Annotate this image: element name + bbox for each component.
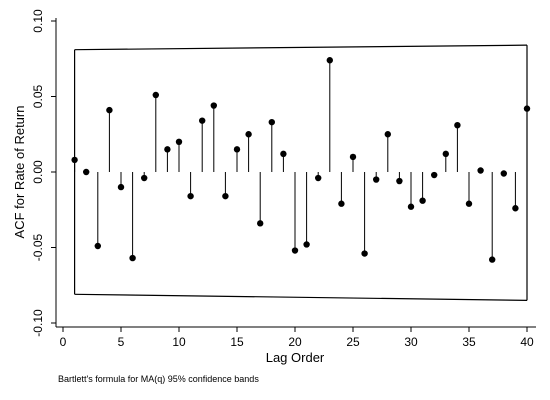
- x-axis-title: Lag Order: [266, 350, 325, 365]
- acf-point: [71, 156, 78, 164]
- confidence-band-upper: [74, 44, 528, 51]
- acf-point: [373, 176, 380, 183]
- acf-point: [222, 192, 229, 200]
- x-tick-label: 20: [288, 335, 302, 349]
- acf-point: [338, 200, 345, 207]
- acf-point: [396, 177, 403, 185]
- acf-point: [523, 105, 531, 112]
- acf-point: [349, 153, 357, 161]
- acf-point: [175, 138, 183, 145]
- acf-point: [477, 167, 484, 174]
- y-tick-label: 0.00: [31, 160, 45, 184]
- y-axis-title: ACF for Rate of Return: [12, 106, 27, 239]
- y-tick-label: 0.05: [31, 84, 45, 108]
- acf-point: [442, 150, 449, 158]
- x-tick-label: 5: [118, 335, 125, 349]
- acf-point: [141, 174, 148, 182]
- x-tick-label: 30: [404, 335, 418, 349]
- acf-point: [465, 200, 473, 207]
- acf-point: [315, 174, 322, 182]
- acf-point: [187, 192, 194, 200]
- acf-point: [291, 247, 299, 254]
- y-tick-label: 0.10: [31, 9, 45, 33]
- acf-point: [384, 131, 391, 138]
- acf-point: [257, 220, 264, 227]
- acf-point: [94, 242, 102, 250]
- acf-point: [268, 118, 275, 126]
- confidence-band-note: Bartlett's formula for MA(q) 95% confide…: [58, 374, 259, 384]
- acf-point: [512, 205, 519, 212]
- x-tick-label: 25: [346, 335, 360, 349]
- acf-point: [245, 131, 252, 138]
- acf-point: [326, 57, 333, 64]
- acf-point: [280, 150, 287, 158]
- acf-point: [489, 256, 496, 263]
- acf-point: [454, 121, 461, 129]
- acf-point: [419, 197, 426, 204]
- x-tick-label: 15: [230, 335, 244, 349]
- x-tick-label: 10: [172, 335, 186, 349]
- acf-point: [152, 91, 159, 99]
- acf-point: [117, 183, 125, 191]
- y-tick-label: -0.05: [31, 234, 45, 262]
- acf-point: [233, 146, 241, 153]
- acf-point: [106, 106, 113, 114]
- acf-point: [431, 171, 438, 179]
- acf-point: [210, 102, 217, 109]
- acf-point: [303, 241, 310, 248]
- x-tick-label: 40: [520, 335, 534, 349]
- acf-point: [500, 170, 507, 177]
- acf-point: [199, 117, 206, 124]
- confidence-band-lower: [74, 293, 528, 301]
- acf-point: [407, 203, 415, 210]
- acf-point: [164, 146, 171, 153]
- acf-point: [361, 250, 368, 257]
- acf-point: [83, 168, 90, 176]
- x-tick-label: 0: [60, 335, 67, 349]
- acf-point: [129, 254, 136, 262]
- y-tick-label: -0.10: [31, 309, 45, 337]
- x-tick-label: 35: [462, 335, 476, 349]
